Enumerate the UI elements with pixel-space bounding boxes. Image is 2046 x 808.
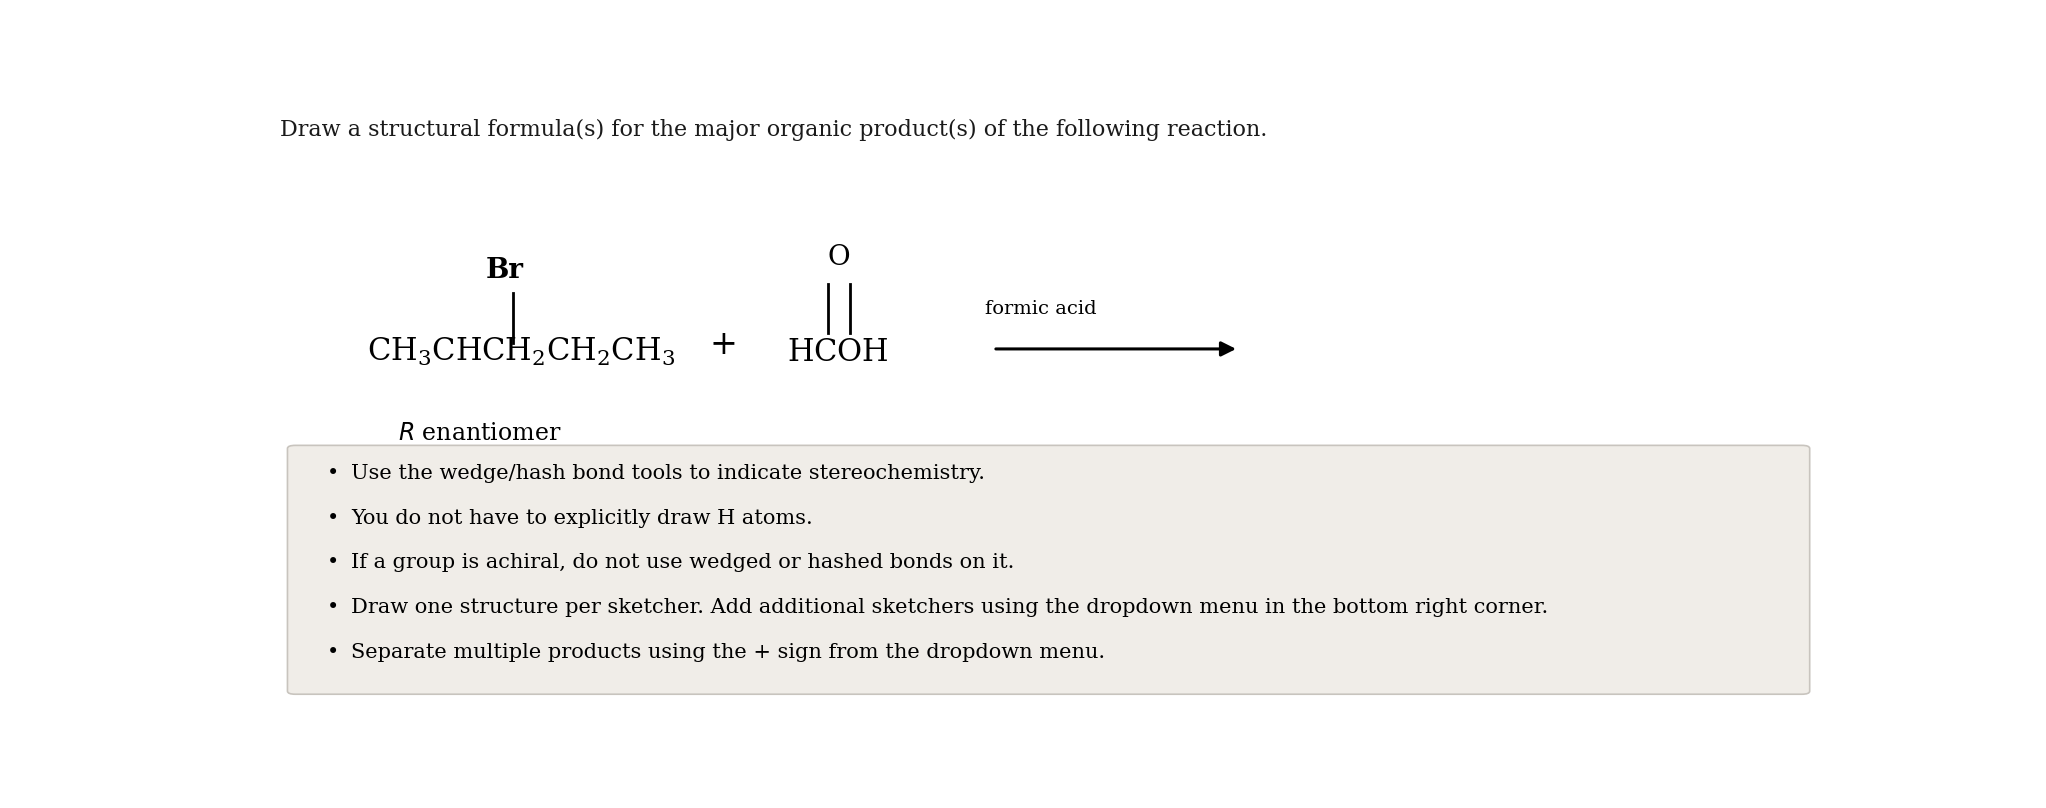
Text: $\mathit{R}$ enantiomer: $\mathit{R}$ enantiomer (399, 423, 563, 445)
Text: •: • (327, 598, 340, 617)
Text: •: • (327, 553, 340, 572)
Text: You do not have to explicitly draw H atoms.: You do not have to explicitly draw H ato… (352, 509, 812, 528)
Text: $\mathdefault{CH_3CHCH_2CH_2CH_3}$: $\mathdefault{CH_3CHCH_2CH_2CH_3}$ (366, 335, 675, 368)
Text: $\mathdefault{HCOH}$: $\mathdefault{HCOH}$ (788, 337, 888, 368)
Text: Br: Br (485, 257, 524, 284)
Text: •: • (327, 643, 340, 662)
Text: O: O (829, 244, 851, 271)
Text: Draw a structural formula(s) for the major organic product(s) of the following r: Draw a structural formula(s) for the maj… (280, 119, 1266, 141)
Text: Separate multiple products using the + sign from the dropdown menu.: Separate multiple products using the + s… (352, 643, 1105, 662)
Text: •: • (327, 464, 340, 483)
FancyBboxPatch shape (286, 445, 1811, 694)
Text: •: • (327, 509, 340, 528)
Text: formic acid: formic acid (984, 300, 1097, 318)
Text: Use the wedge/hash bond tools to indicate stereochemistry.: Use the wedge/hash bond tools to indicat… (352, 464, 984, 483)
Text: Draw one structure per sketcher. Add additional sketchers using the dropdown men: Draw one structure per sketcher. Add add… (352, 598, 1549, 617)
Text: +: + (710, 330, 737, 361)
Text: If a group is achiral, do not use wedged or hashed bonds on it.: If a group is achiral, do not use wedged… (352, 553, 1015, 572)
